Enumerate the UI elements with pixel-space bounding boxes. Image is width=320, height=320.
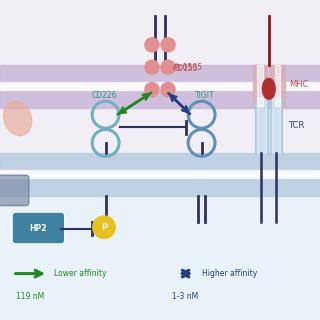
Text: P: P (101, 223, 107, 232)
Text: TCR: TCR (288, 121, 304, 130)
Text: CD155: CD155 (173, 64, 198, 73)
Text: Lower affinity: Lower affinity (54, 269, 107, 278)
Bar (0, 179, 320, 196)
Bar (0, 153, 320, 170)
Bar (257, 65, 262, 106)
Circle shape (145, 83, 159, 97)
FancyBboxPatch shape (12, 212, 65, 244)
Circle shape (145, 38, 159, 52)
Circle shape (161, 60, 175, 74)
Ellipse shape (4, 101, 32, 136)
Text: TIGIT: TIGIT (195, 91, 215, 100)
Text: CD226: CD226 (91, 91, 117, 100)
Bar (270, 65, 285, 106)
Bar (272, 99, 280, 153)
Bar (253, 65, 267, 106)
Bar (0, 65, 320, 83)
Bar (0, 91, 320, 108)
Text: #c0505: #c0505 (173, 63, 203, 72)
Bar (255, 99, 268, 153)
Bar (0, 171, 320, 179)
Text: Higher affinity: Higher affinity (202, 269, 257, 278)
Bar (0, 174, 320, 320)
Bar (275, 65, 280, 106)
Text: HP2: HP2 (30, 224, 47, 233)
Circle shape (161, 38, 175, 52)
Bar (270, 99, 282, 153)
Text: 1-3 nM: 1-3 nM (172, 292, 199, 301)
Bar (257, 99, 266, 153)
FancyBboxPatch shape (0, 175, 29, 206)
Bar (0, 83, 320, 91)
Text: MHC: MHC (290, 79, 309, 89)
Circle shape (145, 60, 159, 74)
Text: 119 nM: 119 nM (16, 292, 44, 301)
Bar (0, 0, 320, 86)
Circle shape (161, 83, 175, 97)
Ellipse shape (262, 78, 275, 99)
Circle shape (93, 216, 115, 238)
